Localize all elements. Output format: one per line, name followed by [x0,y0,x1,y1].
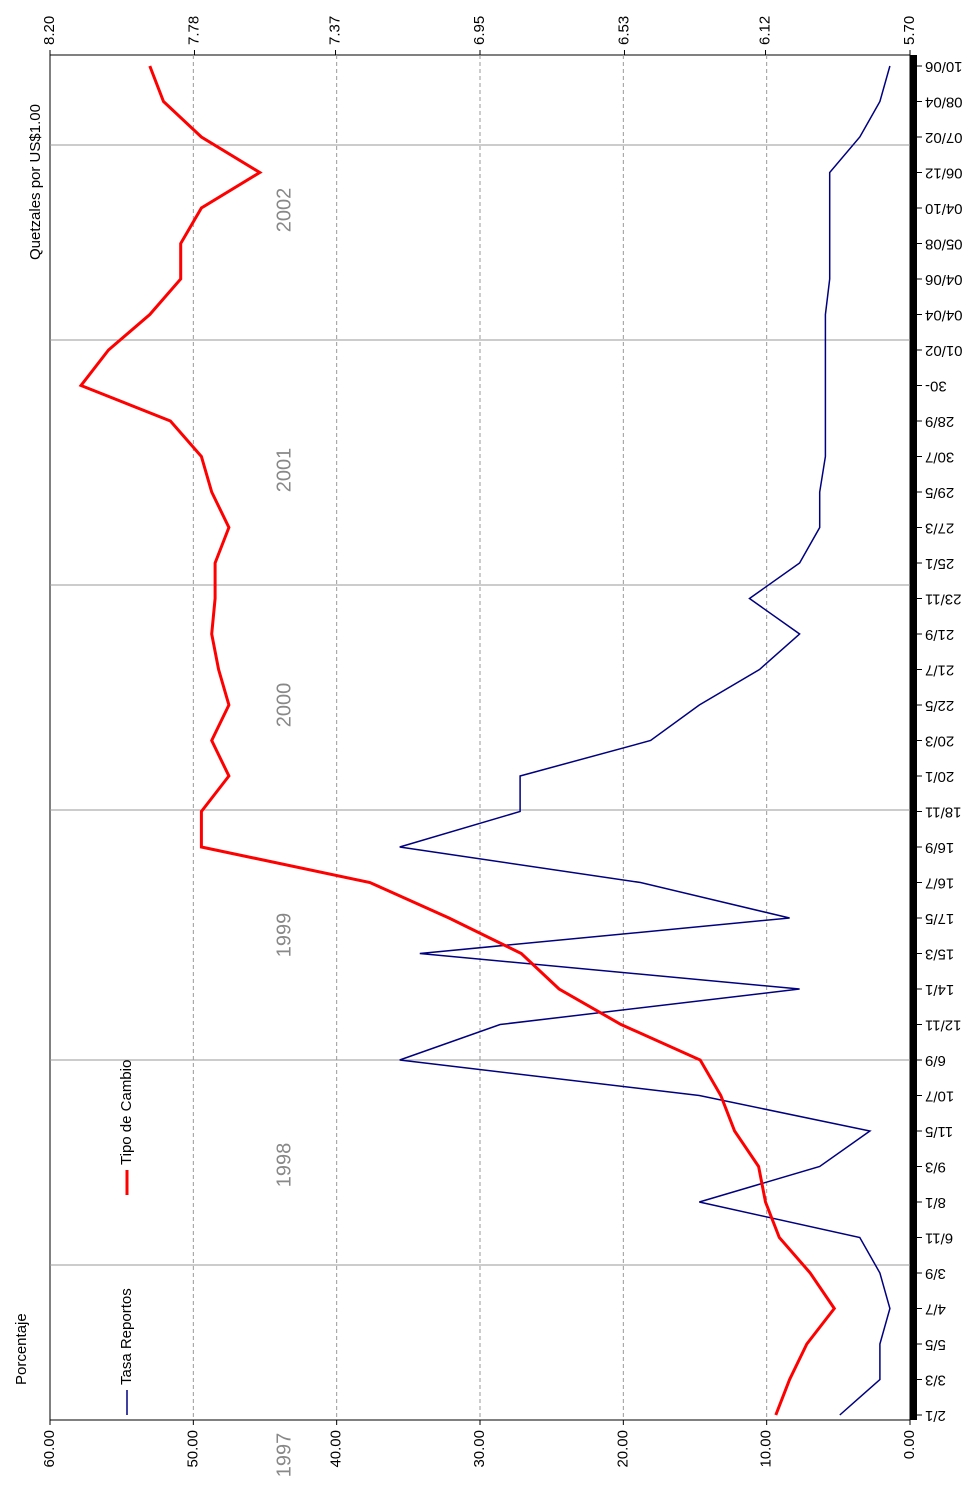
x-tick-label: 18/11 [925,804,961,821]
x-tick-label: 15/3 [925,946,954,963]
legend-label: Tasa Reportos [118,1288,135,1385]
x-tick-label: 3/3 [925,1372,946,1389]
y-tick-label: 40.00 [328,1430,345,1468]
y-tick-label: 20.00 [614,1430,631,1468]
x-tick-label: 08/04 [925,94,963,111]
x-tick-label: 06/12 [925,165,963,182]
y2-tick-label: 7.37 [326,16,343,45]
x-tick-label: 2/1 [925,1407,946,1424]
x-tick-label: 27/3 [925,520,954,537]
year-label: 2000 [273,683,295,728]
y2-tick-label: 7.78 [185,16,202,45]
x-tick-label: 28/9 [925,413,954,430]
year-label: 1999 [273,913,295,958]
y2-tick-label: 6.95 [471,16,488,45]
year-label: 1997 [273,1433,295,1478]
x-tick-label: 12/11 [925,1017,961,1034]
x-tick-label: 11/5 [925,1123,953,1140]
x-tick-label: 8/1 [925,1194,946,1211]
x-tick-label: 9/3 [925,1159,946,1176]
x-tick-label: 6/11 [925,1230,953,1247]
y2-tick-label: 6.12 [756,16,773,45]
x-tick-label: 16/7 [925,875,954,892]
x-tick-label: 23/11 [925,591,961,608]
x-tick-label: 6/9 [925,1052,946,1069]
series-line [78,65,837,1416]
y2-tick-label: 6.53 [615,16,632,45]
y2-tick-label: 5.70 [901,16,918,45]
x-axis [910,55,917,1420]
y-tick-label: 30.00 [471,1430,488,1468]
y2-axis-label: Quetzales por US$1.00 [27,104,44,260]
x-tick-label: 22/5 [925,697,954,714]
x-tick-label: 16/9 [925,839,954,856]
x-tick-label: 30- [925,378,947,395]
x-tick-label: 07/02 [925,129,963,146]
x-tick-label: 14/1 [925,981,954,998]
x-tick-label: 10/7 [925,1088,954,1105]
legend-label: Tipo de Cambio [118,1060,135,1165]
y-axis-label: Porcentaje [13,1313,30,1385]
x-tick-label: 04/10 [925,200,963,217]
x-tick-label: 21/7 [925,662,954,679]
x-tick-label: 20/3 [925,733,954,750]
y-tick-label: 10.00 [758,1430,775,1468]
x-tick-label: 29/5 [925,484,954,501]
x-tick-label: 17/5 [925,910,954,927]
x-tick-label: 20/1 [925,768,954,785]
series-line [399,65,891,1416]
x-tick-label: 4/7 [925,1301,946,1318]
x-tick-label: 05/08 [925,236,963,253]
y-tick-label: 60.00 [41,1430,58,1468]
y2-tick-label: 8.20 [41,16,58,45]
x-tick-label: 5/5 [925,1336,946,1353]
x-tick-label: 25/1 [925,555,954,572]
year-label: 2002 [273,188,295,233]
x-tick-label: 10/06 [925,58,963,75]
x-tick-label: 04/06 [925,271,963,288]
x-tick-label: 30/7 [925,449,954,466]
y-tick-label: 0.00 [901,1430,918,1459]
year-label: 1998 [273,1143,295,1188]
year-label: 2001 [273,448,295,493]
y-tick-label: 50.00 [184,1430,201,1468]
x-tick-label: 01/02 [925,342,963,359]
x-tick-label: 21/9 [925,626,954,643]
x-tick-label: 04/04 [925,307,963,324]
x-tick-label: 3/9 [925,1265,946,1282]
